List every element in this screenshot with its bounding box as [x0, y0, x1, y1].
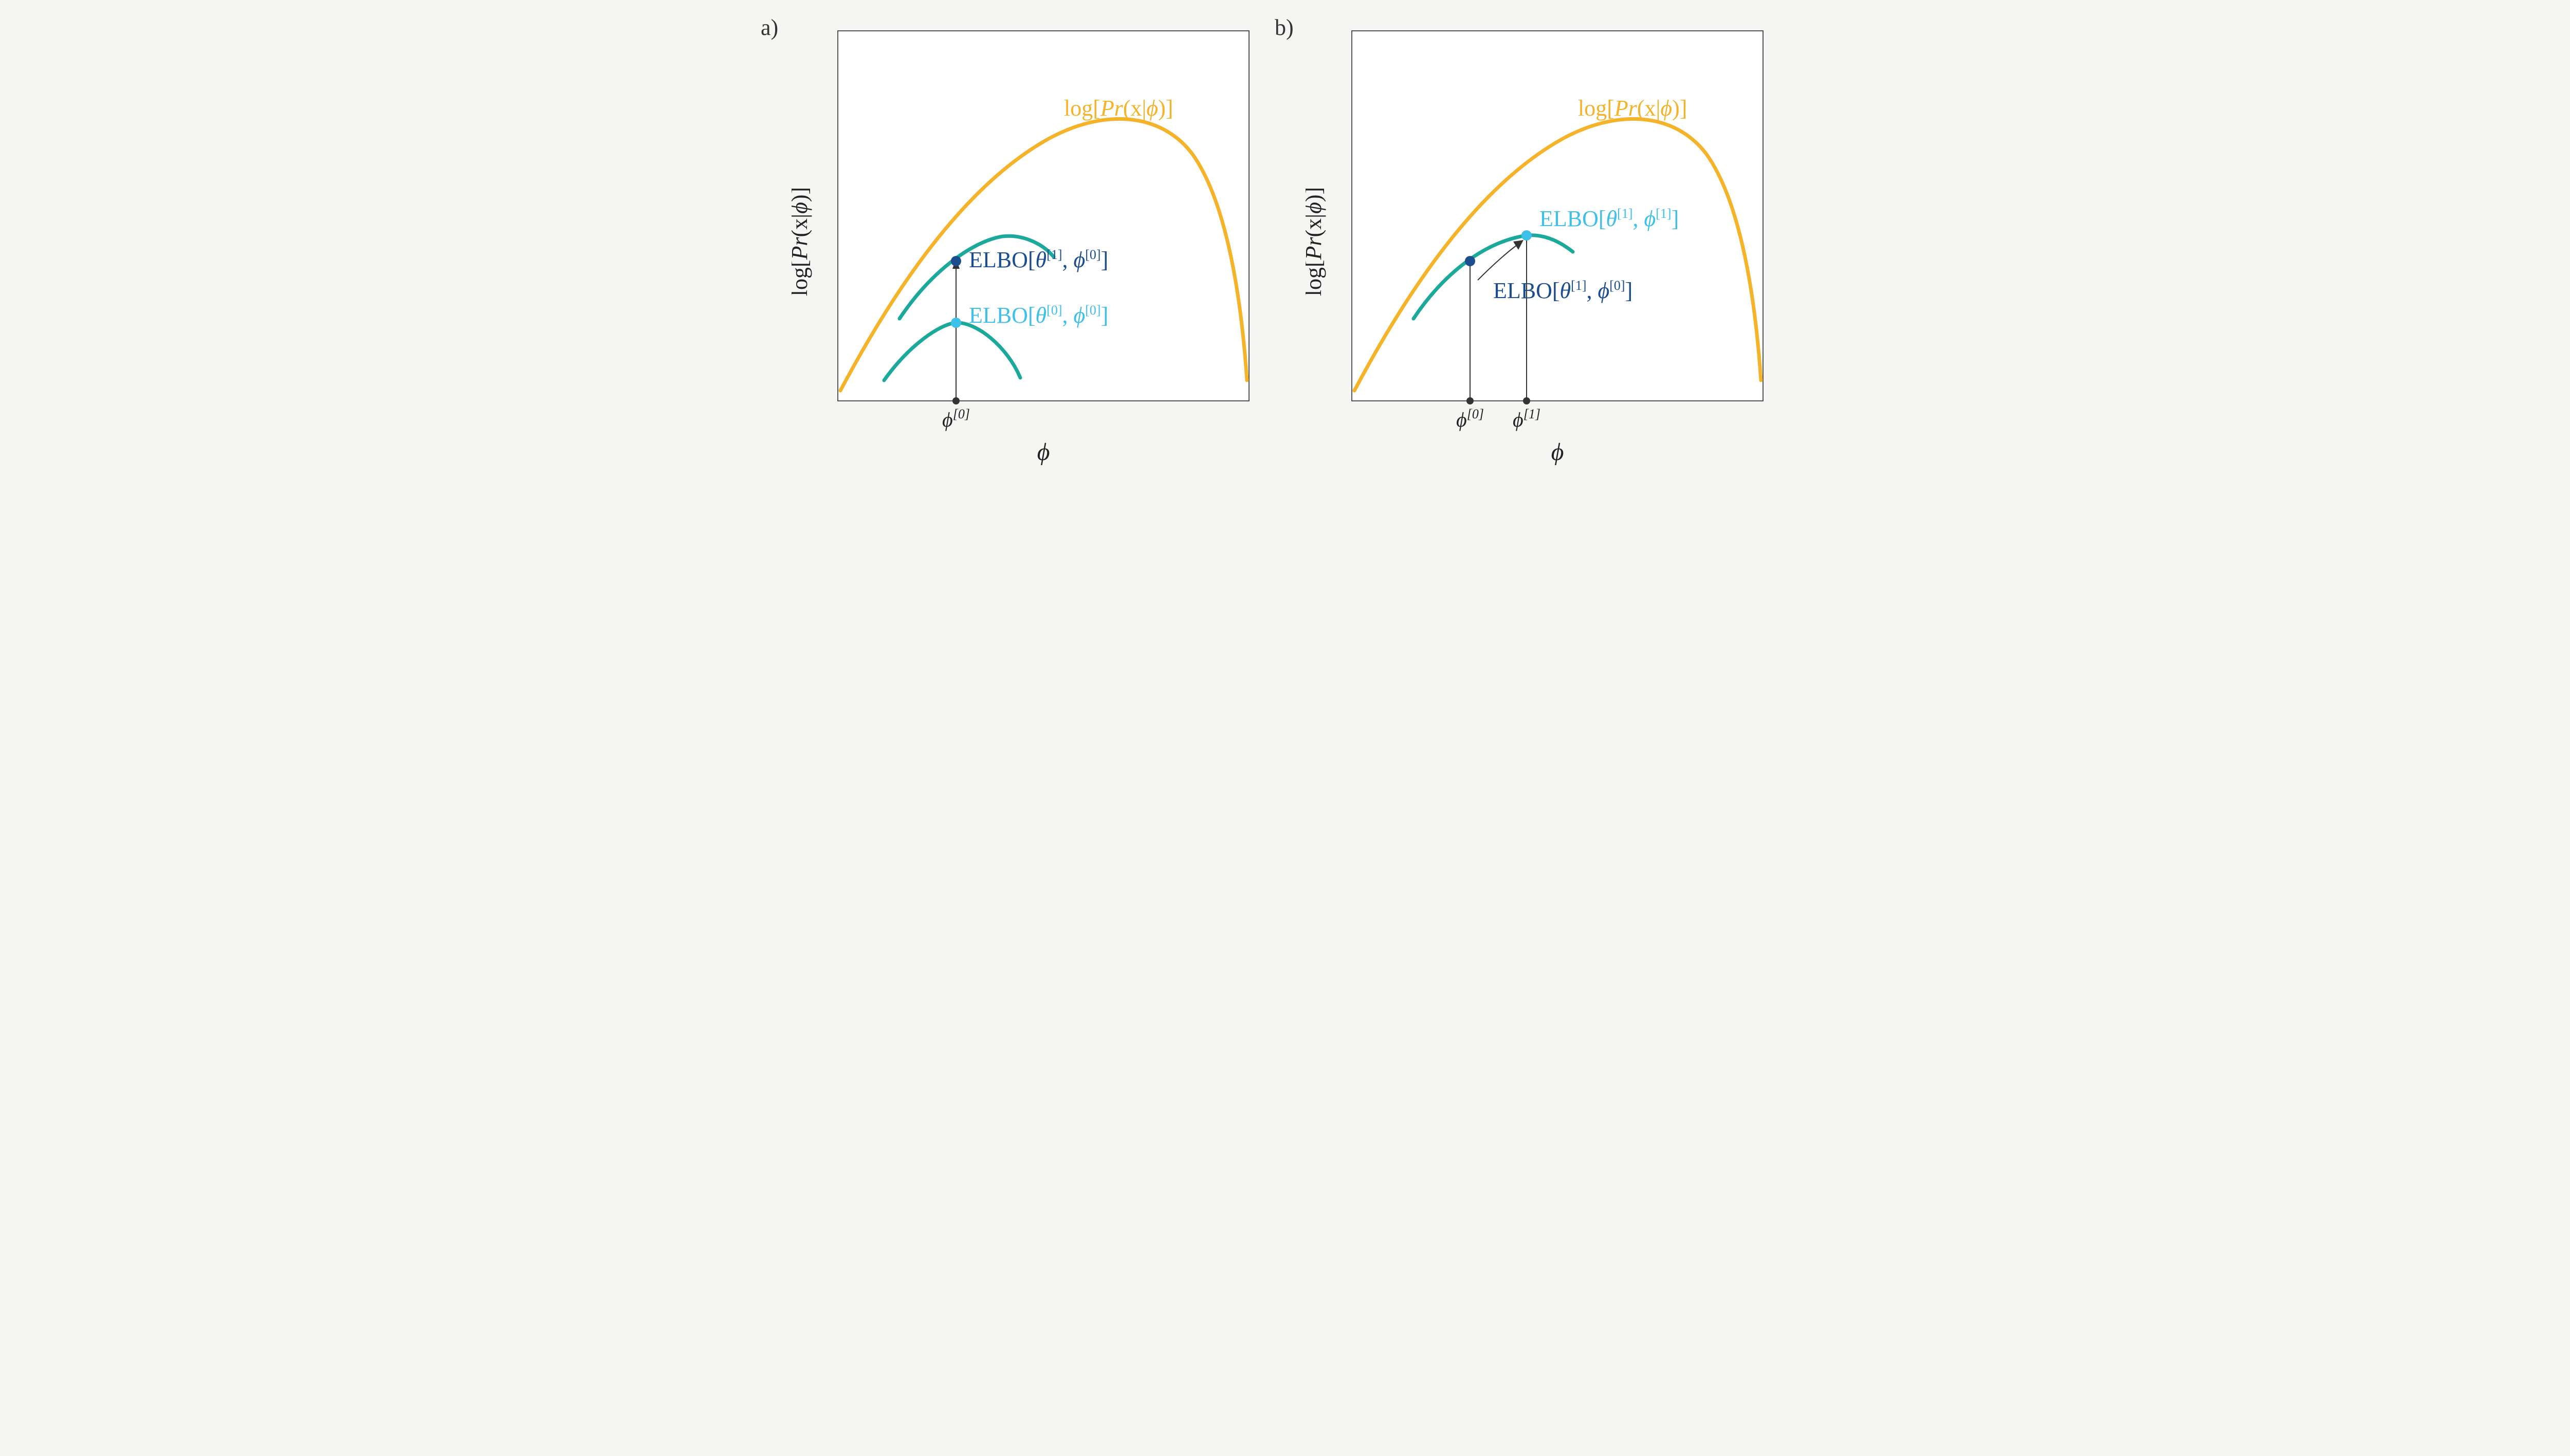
panel-b: b) log[Pr(x|ϕ)] log[ [1306, 21, 1778, 470]
figure-wrap: a) log[Pr(x|ϕ)] log[Pr(x|ϕ) [0, 0, 2570, 481]
panel-b-label: b) [1275, 14, 1294, 41]
point-elbo10-a [951, 256, 961, 266]
panel-a: a) log[Pr(x|ϕ)] log[Pr(x|ϕ) [792, 21, 1264, 470]
panel-a-label: a) [761, 14, 778, 41]
xaxis-marker-phi0-a [952, 397, 960, 404]
point-elbo10-b [1465, 256, 1475, 266]
point-elbo00-a [951, 318, 961, 328]
point-elbo11-b [1521, 230, 1532, 241]
plot-box-a [838, 31, 1249, 401]
phi0-tick-a: ϕ[0] [942, 407, 970, 431]
xaxis-marker-phi0-b [1466, 397, 1474, 404]
phi1-tick-b: ϕ[1] [1513, 407, 1540, 431]
log-like-label-b: log[Pr(x|ϕ)] [1578, 96, 1687, 121]
xaxis-marker-phi1-b [1523, 397, 1530, 404]
y-axis-label-a: log[Pr(x|ϕ)] [792, 187, 812, 296]
x-axis-label-b: ϕ [1551, 438, 1564, 466]
panel-a-svg: log[Pr(x|ϕ)] log[Pr(x|ϕ)] ELBO[θ[1], ϕ[0 [792, 21, 1264, 468]
log-like-label-a: log[Pr(x|ϕ)] [1064, 96, 1173, 121]
panel-b-svg: log[Pr(x|ϕ)] log[Pr(x|ϕ)] ELBO[θ[ [1306, 21, 1778, 468]
phi0-tick-b: ϕ[0] [1456, 407, 1484, 431]
x-axis-label-a: ϕ [1037, 438, 1050, 466]
y-axis-label-b: log[Pr(x|ϕ)] [1306, 187, 1326, 296]
